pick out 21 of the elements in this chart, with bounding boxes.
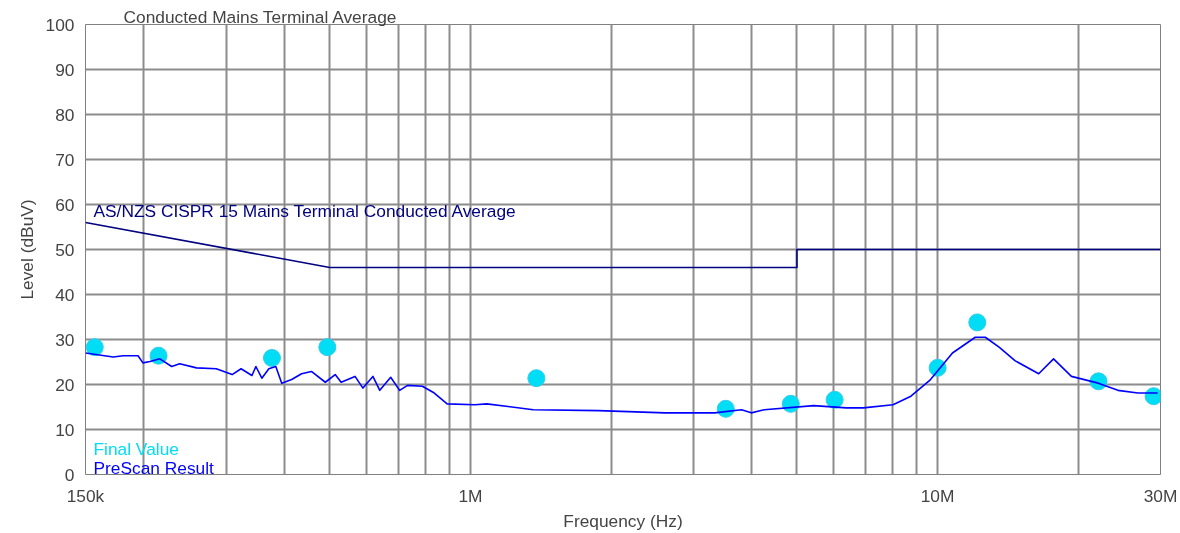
chart-title: Conducted Mains Terminal Average bbox=[123, 6, 397, 27]
y-axis-title: Level (dBuV) bbox=[16, 199, 37, 300]
x-tick-label: 30M bbox=[1143, 485, 1178, 506]
text: PreScan Result bbox=[93, 457, 215, 478]
x-tick-label: 10M bbox=[920, 485, 955, 506]
y-tick-label: 60 bbox=[55, 194, 75, 215]
y-tick-label: 50 bbox=[55, 239, 75, 260]
y-tick-label: 100 bbox=[45, 14, 75, 35]
y-tick-label: 40 bbox=[55, 284, 75, 305]
x-axis-title: Frequency (Hz) bbox=[563, 510, 683, 531]
y-tick-label: 70 bbox=[55, 149, 75, 170]
y-tick-label: 80 bbox=[55, 104, 75, 125]
y-tick-label: 0 bbox=[64, 464, 75, 485]
y-tick-label: 90 bbox=[55, 59, 75, 80]
x-tick-label: 150k bbox=[66, 485, 105, 506]
x-tick-label: 1M bbox=[458, 485, 483, 506]
text: Final Value bbox=[93, 438, 179, 459]
y-tick-label: 10 bbox=[55, 419, 75, 440]
annotation: AS/NZS CISPR 15 Mains Terminal Conducted Average bbox=[93, 200, 516, 221]
y-tick-label: 30 bbox=[55, 329, 75, 350]
y-tick-label: 20 bbox=[55, 374, 75, 395]
